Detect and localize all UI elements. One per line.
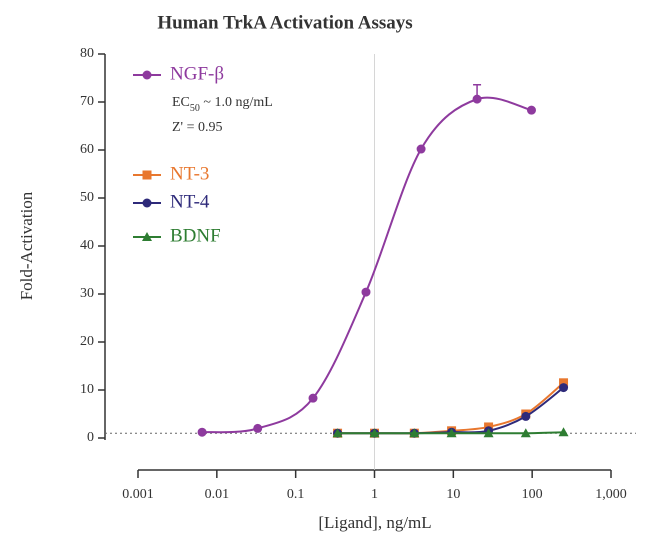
- y-tick-label: 50: [80, 190, 94, 205]
- data-point: [197, 427, 207, 437]
- y-axis-label: Fold-Activation: [17, 191, 36, 300]
- data-point: [526, 105, 536, 115]
- data-point: [369, 428, 380, 438]
- data-point: [416, 144, 426, 154]
- annotation: EC50 ~ 1.0 ng/mL: [172, 95, 273, 114]
- data-point: [308, 393, 318, 403]
- series-line: [337, 382, 565, 435]
- data-point: [483, 428, 494, 438]
- legend-label: NT-3: [170, 163, 209, 184]
- y-tick-label: 80: [80, 46, 94, 61]
- y-tick-label: 70: [80, 94, 94, 109]
- x-tick-label: 0.001: [122, 487, 154, 502]
- x-tick-label: 1,000: [595, 487, 627, 502]
- x-tick-label: 0.1: [287, 487, 305, 502]
- x-tick-label: 1: [371, 487, 378, 502]
- data-point: [332, 428, 343, 438]
- y-tick-label: 30: [80, 286, 94, 301]
- data-point: [472, 94, 482, 104]
- x-axis-label: [Ligand], ng/mL: [318, 513, 431, 532]
- legend-marker: [142, 232, 152, 241]
- y-tick-label: 10: [80, 382, 94, 397]
- data-point: [361, 287, 371, 297]
- legend-marker: [142, 170, 152, 180]
- annotation-part: EC: [172, 95, 190, 110]
- data-point: [559, 378, 569, 388]
- legend-label: NT-4: [170, 191, 210, 212]
- y-tick-label: 40: [80, 238, 94, 253]
- legend-marker: [142, 198, 152, 208]
- x-tick-label: 10: [446, 487, 460, 502]
- data-point: [559, 383, 569, 393]
- data-point: [446, 428, 457, 438]
- data-point: [253, 423, 263, 433]
- annotation-part: ~ 1.0 ng/mL: [200, 95, 273, 110]
- chart-title: Human TrkA Activation Assays: [157, 12, 412, 33]
- data-point: [521, 411, 531, 421]
- y-tick-label: 60: [80, 142, 94, 157]
- x-tick-label: 0.01: [205, 487, 230, 502]
- x-tick-label: 100: [522, 487, 543, 502]
- data-point: [520, 428, 531, 438]
- data-point: [558, 427, 569, 437]
- legend-label: NGF-β: [170, 63, 224, 84]
- y-tick-label: 0: [87, 430, 94, 445]
- series-line: [202, 96, 532, 434]
- data-point: [409, 428, 420, 438]
- y-tick-label: 20: [80, 334, 94, 349]
- legend-label: BDNF: [170, 225, 221, 246]
- annotation-part: Z' = 0.95: [172, 120, 222, 135]
- annotation: Z' = 0.95: [172, 120, 222, 135]
- legend-marker: [142, 70, 152, 80]
- annotation-part: 50: [190, 103, 200, 114]
